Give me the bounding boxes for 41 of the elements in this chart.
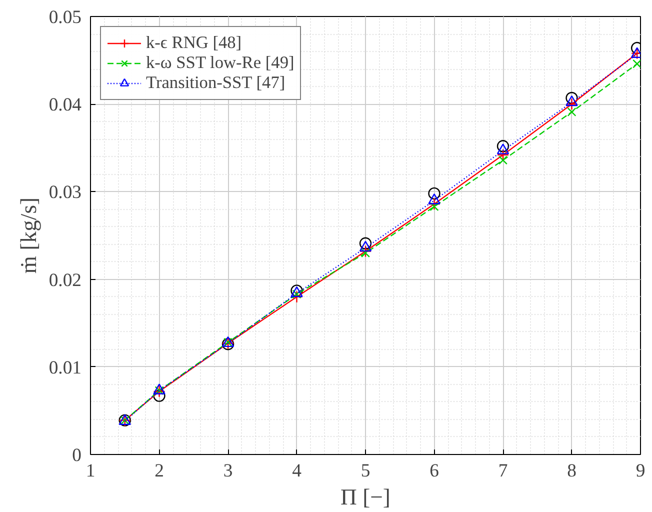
point: [632, 59, 640, 68]
point: [292, 290, 302, 299]
x-tick-label: 9: [636, 460, 646, 482]
y-tick-label: 0: [72, 445, 82, 466]
x-tick-label: 4: [292, 460, 302, 482]
x-tick-label: 7: [498, 460, 508, 482]
point: [361, 248, 370, 258]
x-tick-label: 1: [86, 460, 96, 482]
legend-label: k-ω SST low-Re [49]: [146, 53, 294, 73]
point: [359, 237, 372, 250]
point: [428, 187, 440, 200]
y-axis-title: ṁ [kg/s]: [16, 197, 41, 274]
point: [153, 385, 166, 398]
point: [359, 245, 372, 258]
x-tick-label: 2: [154, 460, 164, 482]
x-tick-label: 3: [223, 460, 233, 482]
x-tick-label: 8: [567, 460, 576, 482]
legend-label: Transition-SST [47]: [146, 73, 286, 93]
legend-label: k-ϵ RNG [48]: [146, 33, 242, 53]
point: [428, 198, 440, 210]
point: [496, 144, 510, 154]
point: [153, 384, 166, 394]
point: [567, 107, 576, 116]
point: [566, 92, 578, 104]
point: [496, 140, 510, 152]
y-tick-label: 0.04: [48, 94, 82, 116]
y-tick-label: 0.01: [48, 357, 82, 378]
x-tick-label: 5: [360, 460, 370, 482]
point: [566, 98, 578, 110]
point: [428, 194, 440, 204]
point: [154, 386, 164, 396]
point: [153, 390, 166, 402]
point: [498, 156, 508, 165]
point: [566, 95, 578, 106]
y-tick-label: 0.05: [48, 7, 82, 28]
point: [430, 202, 439, 212]
y-tick-label: 0.02: [48, 270, 82, 291]
x-axis-title: Π [−]: [340, 484, 390, 510]
x-tick-label: 6: [430, 460, 439, 482]
point: [359, 240, 372, 252]
y-tick-label: 0.03: [48, 182, 82, 204]
